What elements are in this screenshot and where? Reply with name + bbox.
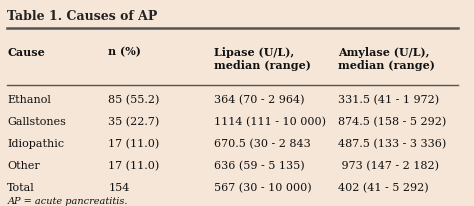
- Text: Other: Other: [8, 160, 40, 170]
- Text: 973 (147 - 2 182): 973 (147 - 2 182): [338, 160, 439, 170]
- Text: Amylase (U/L),
median (range): Amylase (U/L), median (range): [338, 46, 435, 71]
- Text: AP = acute pancreatitis.: AP = acute pancreatitis.: [8, 196, 128, 205]
- Text: 35 (22.7): 35 (22.7): [109, 117, 160, 127]
- Text: 1114 (111 - 10 000): 1114 (111 - 10 000): [214, 117, 326, 127]
- Text: Cause: Cause: [8, 46, 45, 57]
- Text: 487.5 (133 - 3 336): 487.5 (133 - 3 336): [338, 138, 447, 149]
- Text: 567 (30 - 10 000): 567 (30 - 10 000): [214, 182, 312, 192]
- Text: Ethanol: Ethanol: [8, 95, 51, 105]
- Text: 85 (55.2): 85 (55.2): [109, 95, 160, 105]
- Text: 402 (41 - 5 292): 402 (41 - 5 292): [338, 182, 429, 192]
- Text: 636 (59 - 5 135): 636 (59 - 5 135): [214, 160, 305, 170]
- Text: Table 1. Causes of AP: Table 1. Causes of AP: [8, 10, 158, 23]
- Text: Idiopathic: Idiopathic: [8, 138, 64, 148]
- Text: 17 (11.0): 17 (11.0): [109, 138, 160, 149]
- Text: 670.5 (30 - 2 843: 670.5 (30 - 2 843: [214, 138, 311, 149]
- Text: 17 (11.0): 17 (11.0): [109, 160, 160, 170]
- Text: 154: 154: [109, 182, 130, 192]
- Text: Lipase (U/L),
median (range): Lipase (U/L), median (range): [214, 46, 311, 71]
- Text: n (%): n (%): [109, 46, 141, 57]
- Text: 874.5 (158 - 5 292): 874.5 (158 - 5 292): [338, 117, 447, 127]
- Text: Gallstones: Gallstones: [8, 117, 66, 126]
- Text: Total: Total: [8, 182, 35, 192]
- Text: 331.5 (41 - 1 972): 331.5 (41 - 1 972): [338, 95, 439, 105]
- Text: 364 (70 - 2 964): 364 (70 - 2 964): [214, 95, 305, 105]
